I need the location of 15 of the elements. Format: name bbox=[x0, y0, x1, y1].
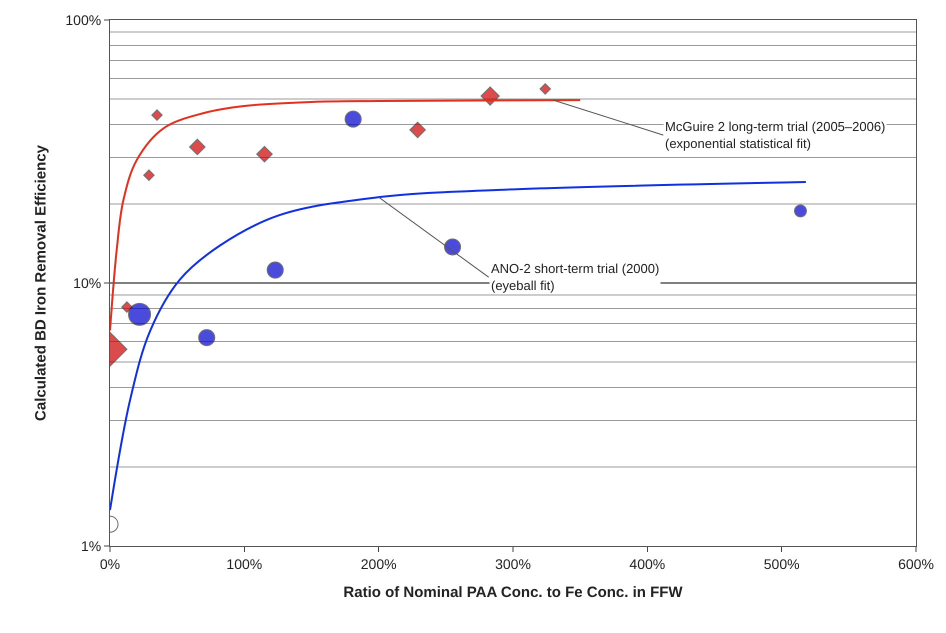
x-axis-title: Ratio of Nominal PAA Conc. to Fe Conc. in FFW bbox=[343, 584, 684, 601]
x-tick-label: 300% bbox=[495, 556, 531, 572]
x-tick-label: 200% bbox=[360, 556, 397, 572]
x-tick-label: 100% bbox=[226, 556, 262, 572]
annotation: McGuire 2 long-term trial (2005–2006) (exponential statistical fit) bbox=[665, 119, 886, 151]
annotation: ANO-2 short-term trial (2000) (eyeball fit) bbox=[491, 261, 660, 293]
line-series bbox=[110, 181, 807, 512]
x-tick-label: 500% bbox=[764, 556, 800, 572]
x-tick-label: 0% bbox=[100, 556, 120, 572]
y-tick-label: 10% bbox=[73, 274, 102, 291]
y-axis-title: Calculated BD Iron Removal Efficiency bbox=[32, 144, 50, 421]
x-tick-label: 600% bbox=[898, 556, 934, 572]
y-tick-label: 100% bbox=[65, 12, 102, 28]
x-tick-label: 400% bbox=[629, 556, 666, 572]
y-tick-label: 1% bbox=[80, 538, 102, 554]
